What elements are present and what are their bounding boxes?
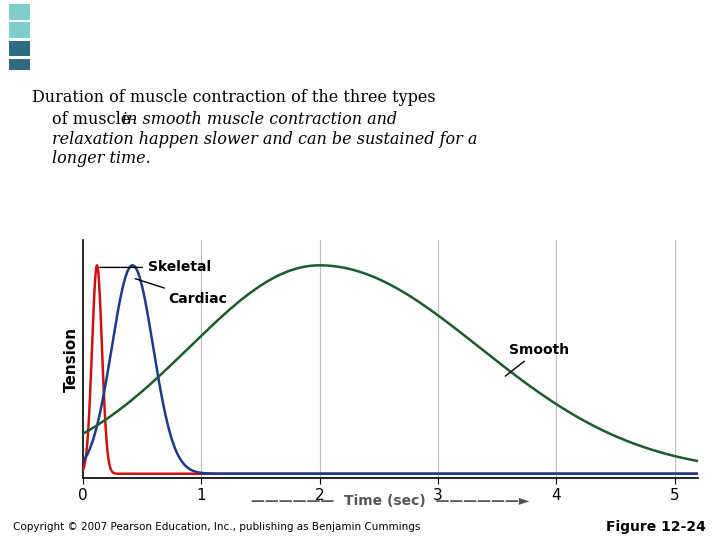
Text: Cardiac: Cardiac bbox=[135, 279, 227, 306]
Bar bbox=[9, 4, 30, 19]
Text: Muscle Contraction: Muscle Contraction bbox=[49, 29, 321, 53]
Text: longer time.: longer time. bbox=[52, 150, 150, 167]
Bar bbox=[9, 40, 30, 56]
Text: Copyright © 2007 Pearson Education, Inc., publishing as Benjamin Cummings: Copyright © 2007 Pearson Education, Inc.… bbox=[13, 522, 420, 531]
Text: Duration of muscle contraction of the three types: Duration of muscle contraction of the th… bbox=[32, 89, 436, 106]
Text: ——————  Time (sec)  ——————►: —————— Time (sec) ——————► bbox=[251, 494, 530, 508]
Text: Figure 12-24: Figure 12-24 bbox=[606, 519, 706, 534]
Bar bbox=[9, 23, 30, 38]
Text: Skeletal: Skeletal bbox=[100, 260, 211, 274]
Text: relaxation happen slower and can be sustained for a: relaxation happen slower and can be sust… bbox=[52, 131, 477, 147]
Y-axis label: Tension: Tension bbox=[63, 327, 78, 392]
Bar bbox=[9, 59, 30, 75]
Text: Smooth: Smooth bbox=[505, 343, 569, 376]
Text: in smooth muscle contraction and: in smooth muscle contraction and bbox=[122, 111, 397, 127]
Text: of muscle-: of muscle- bbox=[52, 111, 146, 127]
